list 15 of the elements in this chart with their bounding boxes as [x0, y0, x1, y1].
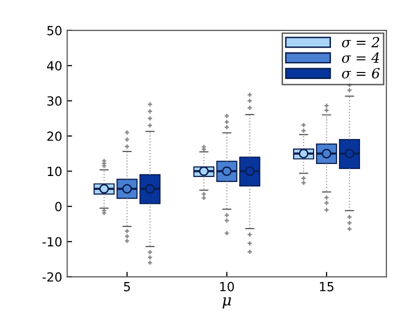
x-tick-label: 10 — [220, 282, 234, 292]
y-tick-label: -10 — [42, 237, 62, 247]
y-tick-label: 50 — [47, 26, 62, 36]
x-axis-title: μ — [222, 297, 231, 309]
y-tick-label: 40 — [47, 61, 62, 71]
y-tick-label: 20 — [47, 131, 62, 141]
legend-label: σ = 2 — [342, 36, 380, 48]
y-tick-label: 30 — [47, 96, 62, 106]
y-tick-label: 10 — [48, 166, 62, 176]
y-tick-label: 0 — [55, 202, 62, 212]
y-tick-label: -20 — [42, 272, 62, 282]
legend-label: σ = 6 — [342, 68, 380, 78]
x-tick-label: 15 — [320, 282, 334, 292]
x-tick-label: 5 — [124, 282, 130, 292]
legend-label: σ = 4 — [342, 52, 380, 63]
